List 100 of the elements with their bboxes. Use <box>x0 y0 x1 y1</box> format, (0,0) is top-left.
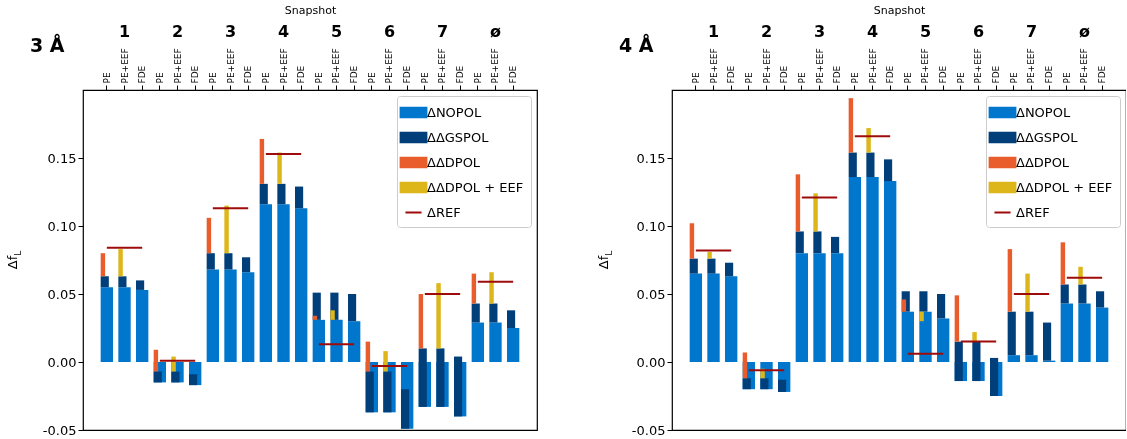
bar <box>866 152 875 178</box>
legend-label: ΔREF <box>427 204 461 220</box>
x-tick-label: FDE <box>508 65 519 84</box>
bar <box>224 269 237 362</box>
bar <box>259 204 273 362</box>
bar <box>830 253 844 362</box>
bar <box>954 341 963 382</box>
text: 5 <box>330 22 343 41</box>
legend-label: ΔΔDPOL <box>1016 154 1070 170</box>
bar <box>1025 355 1038 362</box>
bar <box>259 138 265 184</box>
x-tick-label: PE+EEF <box>172 48 183 84</box>
text: 5 <box>919 22 932 41</box>
bar <box>471 303 480 323</box>
legend-label: ΔNOPOL <box>1016 104 1071 120</box>
bar <box>365 341 371 372</box>
text: 2 <box>760 22 773 41</box>
bar <box>848 152 857 178</box>
bar <box>277 183 286 205</box>
bar <box>901 299 907 312</box>
x-tick-label: PE <box>366 72 377 84</box>
x-tick-label: FDE <box>296 65 307 84</box>
legend-label: ΔΔDPOL <box>427 154 481 170</box>
bar <box>100 276 109 288</box>
bar <box>1007 249 1013 312</box>
x-tick-label: PE <box>1008 72 1019 84</box>
bar <box>312 319 326 362</box>
x-tick-label: PE+EEF <box>384 48 395 84</box>
bar <box>489 322 502 362</box>
bar <box>1025 273 1030 312</box>
bar <box>241 272 255 362</box>
text: 3 <box>813 22 826 41</box>
bar <box>1095 307 1109 362</box>
x-tick-label: PE+EEF <box>1079 48 1090 84</box>
bar <box>242 257 251 273</box>
x-axis-title: Snapshot <box>873 4 926 18</box>
x-tick-label: PE+EEF <box>867 48 878 84</box>
bar <box>347 294 357 322</box>
bar <box>919 311 924 322</box>
x-tick-label: PE+EEF <box>225 48 236 84</box>
bar <box>795 231 804 254</box>
bar <box>883 159 893 182</box>
x-tick-label: PE+EEF <box>490 48 501 84</box>
bar <box>277 152 282 184</box>
bar <box>1078 284 1087 304</box>
x-axis-title: Snapshot <box>284 4 337 18</box>
x-tick-label: PE+EEF <box>920 48 931 84</box>
bar <box>813 231 822 254</box>
y-tick-label: -0.05 <box>631 422 666 438</box>
bar <box>954 295 960 342</box>
bar <box>795 174 801 232</box>
y-tick-label: 0.10 <box>47 218 77 234</box>
bar <box>330 310 335 320</box>
bar <box>506 328 520 362</box>
bar <box>383 371 392 413</box>
bar <box>813 253 826 362</box>
text: 1 <box>707 22 720 41</box>
chart-title: 4 Å <box>619 33 654 56</box>
x-tick-label: PE <box>796 72 807 84</box>
legend-label: ΔΔDPOL + EEF <box>427 179 524 195</box>
bar <box>848 177 862 362</box>
bar <box>506 310 516 328</box>
bar <box>153 349 159 372</box>
bar <box>224 253 233 270</box>
bar <box>1060 303 1073 362</box>
bar <box>1095 291 1105 308</box>
bar <box>347 321 361 362</box>
x-tick-label: PE <box>1061 72 1072 84</box>
bar <box>831 236 840 254</box>
bar <box>689 258 698 274</box>
legend-label: ΔΔGSPOL <box>1016 129 1079 145</box>
x-tick-label: PE <box>690 72 701 84</box>
bar <box>936 318 950 362</box>
bar <box>901 311 915 362</box>
x-tick-label: PE <box>101 72 112 84</box>
x-tick-label: PE+EEF <box>1026 48 1037 84</box>
bar <box>989 357 999 396</box>
bar <box>742 378 751 390</box>
x-tick-label: FDE <box>349 65 360 84</box>
bar <box>689 223 695 259</box>
bar <box>365 371 374 413</box>
x-tick-label: PE <box>472 72 483 84</box>
bar <box>118 276 127 288</box>
x-tick-label: FDE <box>402 65 413 84</box>
bar <box>919 291 928 312</box>
bar <box>330 319 343 362</box>
x-tick-label: FDE <box>1044 65 1055 84</box>
bar <box>436 283 441 349</box>
bar <box>1060 284 1069 304</box>
bar <box>778 379 787 392</box>
text: 7 <box>436 22 449 41</box>
bar <box>1042 322 1052 361</box>
x-tick-label: FDE <box>991 65 1002 84</box>
bar <box>277 204 290 362</box>
bar <box>883 181 897 362</box>
text: 7 <box>1025 22 1038 41</box>
bar <box>400 389 410 429</box>
x-tick-label: PE <box>313 72 324 84</box>
bar <box>707 258 716 274</box>
bar <box>489 272 494 304</box>
